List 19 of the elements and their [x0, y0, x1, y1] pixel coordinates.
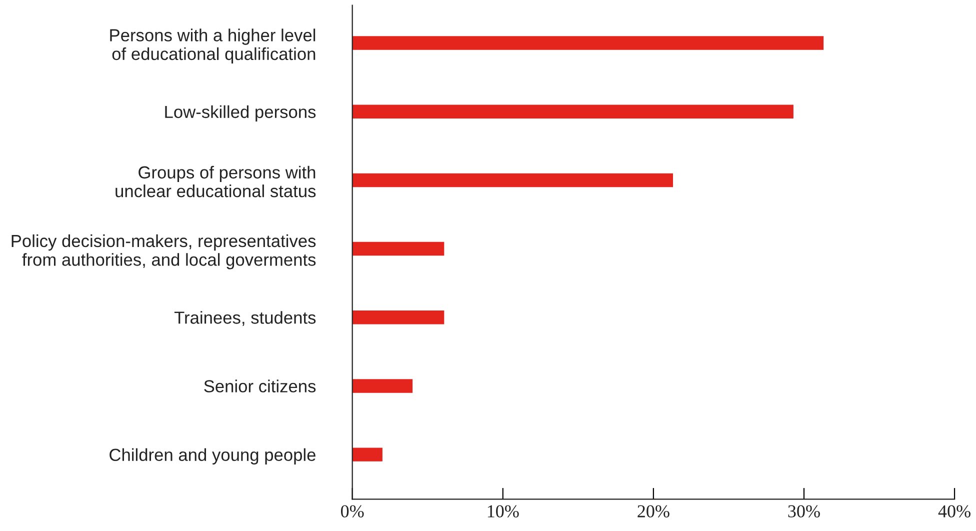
x-tick-label: 40% — [938, 505, 970, 518]
x-tick-label: 10% — [488, 505, 519, 518]
y-tick-label: Groups of persons with unclear educational status — [116, 166, 316, 198]
x-tick-label: 20% — [638, 505, 670, 518]
x-tick-label: 30% — [788, 505, 820, 518]
y-tick-label: Policy decision-makers, representatives from authorities, and local goverments — [12, 234, 316, 270]
y-tick-label: Senior citizens — [204, 380, 316, 392]
bar — [352, 36, 824, 50]
bar — [352, 104, 794, 118]
bar — [352, 310, 444, 324]
bar — [352, 173, 674, 188]
y-tick-label: Children and young people — [110, 448, 316, 464]
bar — [352, 242, 444, 256]
y-tick-label: Low-skilled persons — [165, 105, 316, 122]
bar — [352, 379, 413, 393]
x-tick-label: 0% — [340, 505, 364, 518]
y-tick-label: Persons with a higher level of educational qualification — [110, 28, 316, 64]
bar — [352, 448, 382, 462]
y-tick-label: Trainees, students — [174, 311, 316, 326]
